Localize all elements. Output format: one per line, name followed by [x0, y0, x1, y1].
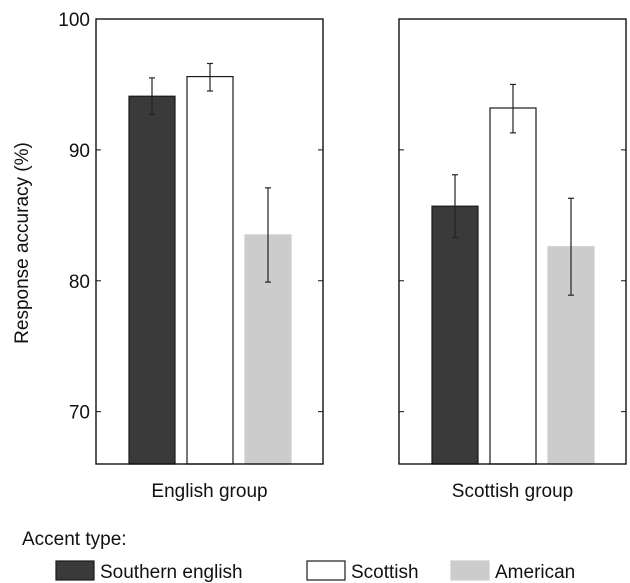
legend-entry: Scottish [306, 560, 419, 583]
bar-southern-english [128, 95, 176, 465]
legend-swatch [306, 560, 346, 581]
panel-1: 70 80 90 100 English group [58, 10, 324, 502]
error-bar [452, 174, 458, 239]
legend-entry: Southern english [55, 560, 243, 583]
panel-frame [398, 18, 627, 465]
error-bar [568, 197, 574, 296]
bar-scottish [489, 107, 537, 465]
x-group-label: Scottish group [452, 481, 573, 502]
y-tick-label: 90 [69, 141, 90, 162]
error-bar [510, 83, 516, 134]
panel-2: Scottish group [398, 18, 627, 502]
y-axis-label: Response accuracy (%) [12, 142, 33, 344]
y-tick-label: 80 [69, 272, 90, 293]
bar-southern-english [431, 205, 479, 465]
panel-frame [95, 18, 324, 465]
legend-label: Scottish [351, 562, 419, 583]
error-bar [207, 62, 213, 92]
y-tick-label: 70 [69, 403, 90, 424]
legend-swatch [450, 560, 490, 581]
error-bar [265, 187, 271, 283]
legend: Accent type: Southern english Scottish Ame… [22, 529, 575, 583]
legend-title: Accent type: [22, 529, 127, 550]
bar-scottish [186, 75, 234, 465]
panels-layer: 70 80 90 100 English group Scottish group [58, 10, 627, 502]
legend-entry: American [450, 560, 575, 583]
legend-label: Southern english [100, 562, 243, 583]
legend-swatch [55, 560, 95, 581]
error-bar [149, 77, 155, 116]
legend-entries: Southern english Scottish American [55, 560, 575, 583]
x-group-label: English group [151, 481, 267, 502]
y-tick-label: 100 [58, 10, 90, 31]
legend-label: American [495, 562, 575, 583]
